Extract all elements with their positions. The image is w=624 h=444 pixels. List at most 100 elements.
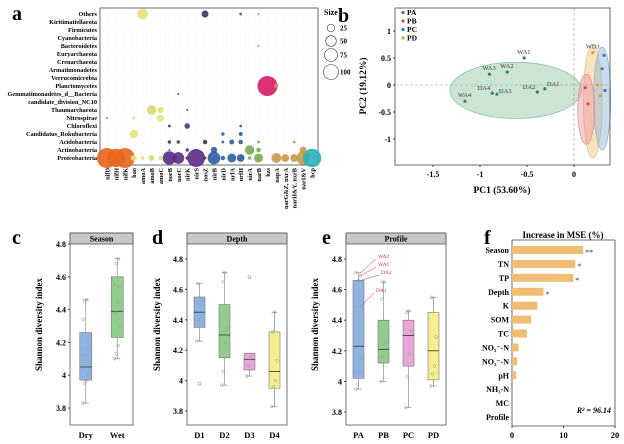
bar bbox=[512, 357, 518, 366]
sample-point bbox=[598, 94, 602, 98]
data-point bbox=[354, 271, 358, 275]
bubble bbox=[202, 139, 208, 145]
box-d4 bbox=[268, 310, 281, 409]
panel-b-pca-chart: WA1 WA2 WA3 DA4 DA3 DA2 DA1 WA4 WD1 -1.5 -1 -0.5 0 1 0… bbox=[358, 7, 612, 196]
category-label: Season bbox=[485, 246, 509, 255]
sample-point bbox=[586, 102, 590, 106]
x-tick-label: D4 bbox=[269, 430, 280, 440]
phylum-tick-label: Euryarchaeota bbox=[57, 51, 98, 58]
gene-tick-label: nirS bbox=[194, 168, 201, 180]
panel-label-d: d bbox=[152, 227, 163, 249]
sample-label: WA2 bbox=[500, 63, 513, 70]
data-point bbox=[222, 271, 227, 275]
bar bbox=[512, 343, 519, 352]
phylum-tick-label: Firmicutes bbox=[68, 27, 98, 34]
data-point bbox=[85, 378, 89, 382]
sample-label: DA4 bbox=[478, 85, 491, 92]
data-point bbox=[270, 404, 274, 409]
box-iqr bbox=[218, 304, 231, 359]
data-point bbox=[248, 356, 253, 360]
sample-label: WA1 bbox=[517, 49, 530, 56]
y-tick-label: 4.8 bbox=[56, 240, 66, 249]
bubble bbox=[274, 83, 279, 89]
facet-header bbox=[69, 232, 134, 245]
y-tick-label: 3.8 bbox=[173, 407, 183, 416]
gene-tick-label: nosZ bbox=[203, 168, 210, 181]
legend-marker-circle bbox=[401, 10, 405, 15]
legend-marker-triangle bbox=[401, 19, 405, 23]
legend-label: PB bbox=[407, 17, 417, 26]
facet-header bbox=[186, 232, 288, 245]
bubble bbox=[185, 148, 189, 152]
panel-c-boxplot: Season 3.8 4 4.2 4.4 4.6 4.8 Shannon diversity … bbox=[34, 232, 134, 440]
data-point bbox=[223, 340, 228, 345]
chart-title: Increase in MSE (%) bbox=[522, 230, 603, 240]
bubble bbox=[302, 148, 322, 168]
data-point bbox=[112, 283, 117, 287]
data-point bbox=[409, 329, 413, 333]
bubble bbox=[281, 154, 290, 162]
panel-f-bar-chart: Increase in MSE (%) Season ** TN * TP * Depth * K… bbox=[482, 230, 619, 440]
gene-tick-label: nifD bbox=[105, 168, 112, 180]
legend-label: PD bbox=[407, 34, 418, 43]
data-point bbox=[116, 344, 120, 348]
phylum-tick-label: Verrucomicrobia bbox=[51, 75, 98, 82]
data-point bbox=[430, 295, 434, 299]
facet-title: Depth bbox=[227, 235, 248, 244]
y-tick-label: 4.6 bbox=[173, 285, 183, 294]
data-point bbox=[406, 309, 411, 313]
bubble bbox=[257, 140, 260, 144]
category-label: K bbox=[503, 302, 510, 311]
bubble bbox=[162, 151, 177, 165]
y-tick-label: 4.2 bbox=[332, 347, 342, 356]
data-point bbox=[354, 387, 358, 391]
data-point bbox=[358, 274, 362, 278]
annotation-leader bbox=[360, 274, 380, 281]
panel-label-a: a bbox=[12, 3, 22, 25]
gene-tick-label: nrfH bbox=[238, 168, 245, 181]
data-point bbox=[84, 353, 88, 358]
bar bbox=[512, 259, 576, 268]
bubble bbox=[106, 117, 108, 119]
phylum-tick-label: Gemmatimonadetes_d__Bacteria bbox=[7, 91, 97, 98]
box-d1 bbox=[193, 281, 206, 386]
outlier-point bbox=[197, 381, 202, 386]
data-point bbox=[405, 375, 410, 379]
phylum-tick-label: Candidatus_Rokubacteria bbox=[26, 131, 98, 138]
category-label: MC bbox=[496, 399, 510, 408]
category-label: Profile bbox=[486, 413, 509, 422]
gene-tick-label: nirK bbox=[185, 168, 192, 181]
sample-point bbox=[602, 53, 606, 57]
phylum-tick-label: Planctomycetes bbox=[55, 83, 97, 90]
gene-tick-label: narG&Z, nxrA bbox=[283, 168, 290, 209]
plot-frame bbox=[69, 232, 134, 426]
data-point bbox=[198, 302, 203, 307]
sample-point bbox=[505, 70, 509, 74]
y-tick-label: 4.4 bbox=[332, 316, 342, 325]
size-legend-label: 50 bbox=[340, 38, 348, 46]
x-tick-label: D2 bbox=[219, 430, 229, 440]
category-label: TC bbox=[498, 330, 509, 339]
data-point bbox=[116, 257, 120, 261]
annotation-label: WA2 bbox=[378, 254, 390, 260]
phylum-tick-label: Chloroflexi bbox=[67, 123, 98, 130]
data-point bbox=[83, 299, 87, 304]
sample-label: DA1 bbox=[547, 81, 560, 88]
data-point bbox=[271, 385, 276, 389]
sample-point bbox=[583, 86, 587, 90]
panel-label-c: c bbox=[12, 227, 21, 249]
legend-label: PC bbox=[407, 25, 417, 34]
bubble bbox=[157, 114, 164, 122]
bubble bbox=[137, 8, 149, 20]
data-point bbox=[275, 359, 279, 363]
phylum-tick-label: Acidobacteria bbox=[59, 139, 98, 146]
y-tick-label: 4 bbox=[338, 377, 342, 386]
data-point bbox=[429, 384, 433, 388]
gene-tick-label: narB bbox=[256, 167, 263, 181]
sample-label: WD1 bbox=[586, 44, 600, 51]
category-label: TP bbox=[499, 274, 509, 283]
gene-tick-label: hcp bbox=[310, 168, 317, 178]
legend-marker-diamond bbox=[401, 27, 405, 32]
bubble bbox=[221, 140, 225, 144]
gene-tick-label: nifK bbox=[122, 168, 129, 180]
